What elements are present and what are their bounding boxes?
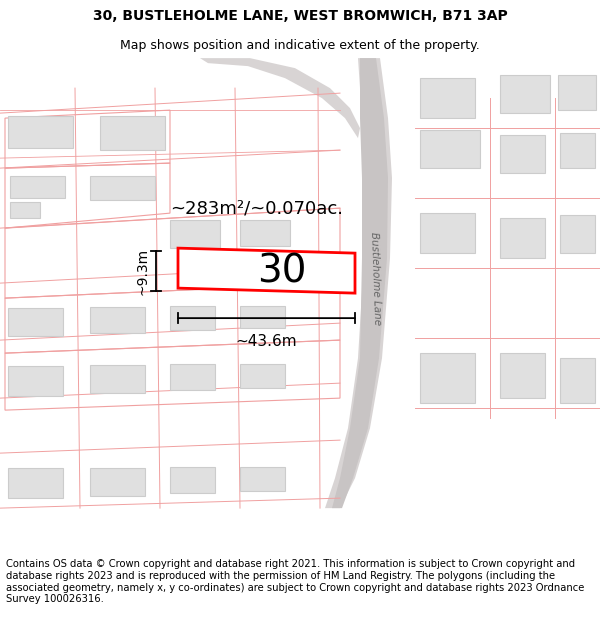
Bar <box>170 364 215 390</box>
Bar <box>420 353 475 403</box>
Bar <box>240 306 285 328</box>
Bar <box>8 366 63 396</box>
Bar <box>170 220 220 248</box>
Text: Bustleholme Lane: Bustleholme Lane <box>370 231 383 325</box>
Bar <box>8 308 63 336</box>
Polygon shape <box>178 248 355 293</box>
Bar <box>8 468 63 498</box>
Bar <box>420 78 475 118</box>
Bar <box>560 358 595 403</box>
Bar <box>90 307 145 333</box>
Bar <box>560 133 595 168</box>
Bar <box>8 116 73 148</box>
Polygon shape <box>332 58 388 508</box>
Bar <box>500 135 545 173</box>
Bar <box>100 116 165 150</box>
Polygon shape <box>325 58 392 508</box>
Bar <box>10 176 65 198</box>
Text: Map shows position and indicative extent of the property.: Map shows position and indicative extent… <box>120 39 480 52</box>
Text: ~43.6m: ~43.6m <box>236 334 298 349</box>
Text: Contains OS data © Crown copyright and database right 2021. This information is : Contains OS data © Crown copyright and d… <box>6 559 584 604</box>
Bar <box>560 215 595 253</box>
Bar <box>90 176 155 200</box>
Bar <box>500 75 550 113</box>
Bar <box>500 218 545 258</box>
Text: 30, BUSTLEHOLME LANE, WEST BROMWICH, B71 3AP: 30, BUSTLEHOLME LANE, WEST BROMWICH, B71… <box>92 9 508 23</box>
Polygon shape <box>200 58 360 138</box>
Bar <box>500 353 545 398</box>
Bar <box>10 202 40 218</box>
Bar <box>170 306 215 330</box>
Bar <box>90 468 145 496</box>
Bar <box>240 467 285 491</box>
Text: 30: 30 <box>257 252 306 290</box>
Text: ~9.3m: ~9.3m <box>136 248 150 294</box>
Bar <box>240 220 290 246</box>
Bar <box>90 365 145 393</box>
Bar <box>558 75 596 110</box>
Text: ~283m²/~0.070ac.: ~283m²/~0.070ac. <box>170 199 343 217</box>
Bar <box>240 364 285 388</box>
Bar <box>420 130 480 168</box>
Bar <box>170 467 215 493</box>
Bar <box>420 213 475 253</box>
